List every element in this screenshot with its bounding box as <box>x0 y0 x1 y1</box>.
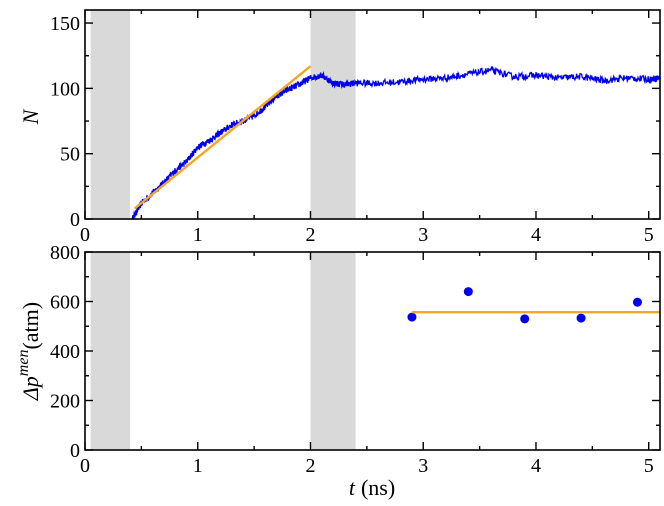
x-axis-label-unit: (ns) <box>361 475 395 500</box>
x-axis-label-main: t <box>349 475 356 500</box>
top-x-tick-label-0: 0 <box>80 224 90 246</box>
bottom-shaded-region-1 <box>310 252 356 450</box>
bottom-shaded-region-0 <box>90 252 131 450</box>
bottom-plot-frame <box>84 251 661 451</box>
bottom-data-point-3 <box>576 313 586 323</box>
bottom-y-tick-label-2: 400 <box>50 341 80 363</box>
top-y-tick-label-0: 0 <box>70 209 80 231</box>
bottom-ticks: 0 1 2 3 4 5 0 200 400 600 800 <box>50 242 660 477</box>
top-shaded-regions <box>90 10 356 219</box>
bottom-x-tick-label-3: 3 <box>418 455 428 477</box>
x-axis-label: t (ns) <box>349 475 395 500</box>
bottom-x-tick-label-2: 2 <box>305 455 315 477</box>
bottom-data-point-4 <box>632 297 642 307</box>
top-x-tick-label-3: 3 <box>418 224 428 246</box>
bottom-panel: 0 1 2 3 4 5 0 200 400 600 800 Δpmen(atm) t (ns) <box>15 242 661 500</box>
bottom-data-point-1 <box>463 287 473 297</box>
top-y-tick-label-3: 150 <box>50 13 80 35</box>
bottom-y-tick-label-4: 800 <box>50 242 80 264</box>
top-series <box>131 65 661 220</box>
bottom-y-axis-label-unit: (atm) <box>18 302 43 350</box>
top-shaded-region-0 <box>90 10 131 219</box>
top-x-tick-label-4: 4 <box>531 224 541 246</box>
top-x-tick-label-5: 5 <box>644 224 654 246</box>
top-x-tick-label-1: 1 <box>193 224 203 246</box>
bottom-x-tick-label-0: 0 <box>80 455 90 477</box>
top-series-0-line <box>131 65 661 220</box>
bottom-series <box>407 287 660 324</box>
bottom-x-tick-label-1: 1 <box>193 455 203 477</box>
top-y-tick-label-2: 100 <box>50 78 80 100</box>
bottom-y-tick-label-3: 600 <box>50 292 80 314</box>
bottom-y-axis-label-sup: men <box>15 350 32 377</box>
bottom-y-axis-label-main: Δp <box>18 376 43 401</box>
top-y-tick-label-1: 50 <box>60 144 80 166</box>
bottom-y-tick-label-0: 0 <box>70 440 80 462</box>
bottom-data-point-0 <box>407 312 417 322</box>
bottom-y-axis-label: Δpmen(atm) <box>15 302 43 401</box>
top-plot-frame <box>84 9 661 220</box>
top-y-axis-label: N <box>18 108 43 125</box>
bottom-x-tick-label-5: 5 <box>644 455 654 477</box>
top-fit-line <box>133 65 312 210</box>
top-x-tick-label-2: 2 <box>305 224 315 246</box>
bottom-shaded-regions <box>90 252 356 450</box>
bottom-data-point-2 <box>520 314 530 324</box>
bottom-y-tick-label-1: 200 <box>50 391 80 413</box>
top-shaded-region-1 <box>310 10 356 219</box>
bottom-x-tick-label-4: 4 <box>531 455 541 477</box>
